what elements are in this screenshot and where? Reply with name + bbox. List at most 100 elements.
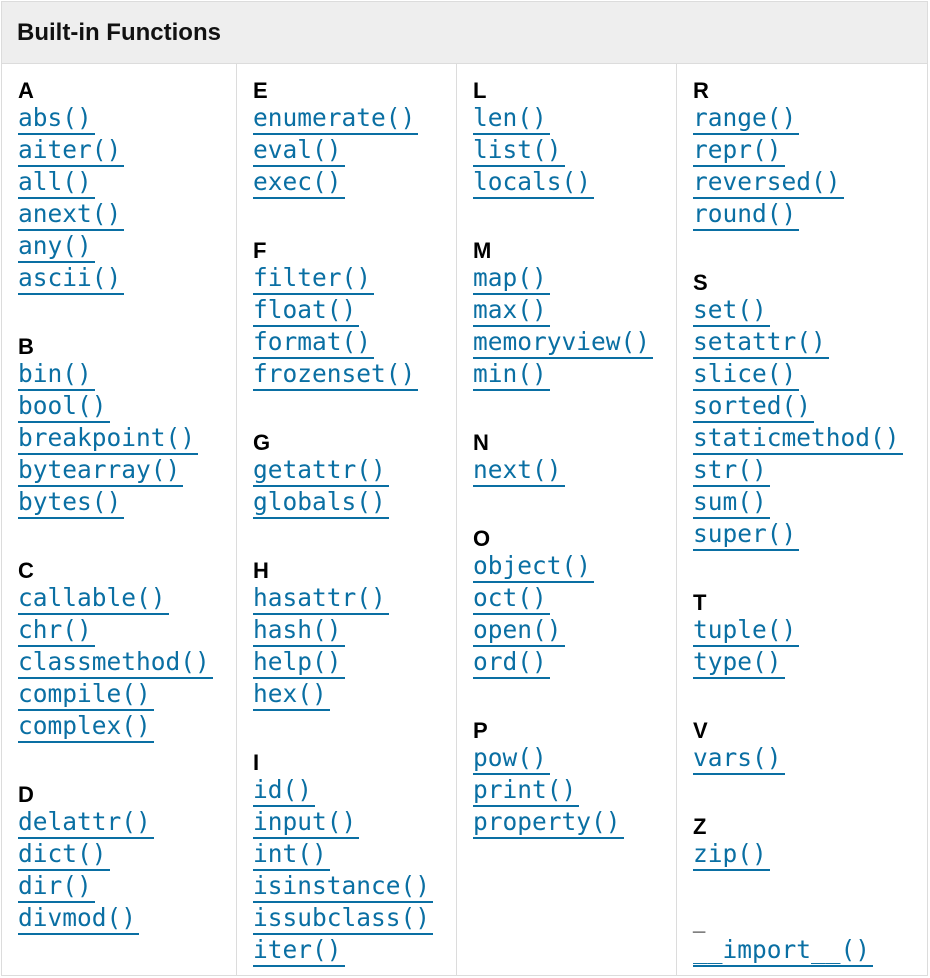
function-link[interactable]: hash()	[253, 616, 345, 647]
function-link[interactable]: issubclass()	[253, 904, 434, 935]
list-item: callable()	[18, 584, 236, 616]
function-link[interactable]: set()	[693, 296, 770, 327]
list-item: all()	[18, 168, 236, 200]
function-link[interactable]: object()	[473, 552, 595, 583]
function-link[interactable]: property()	[473, 808, 624, 839]
list-item: int()	[253, 840, 456, 872]
function-link[interactable]: iter()	[253, 936, 345, 967]
function-link[interactable]: type()	[693, 648, 785, 679]
function-link[interactable]: repr()	[693, 136, 785, 167]
function-link[interactable]: pow()	[473, 744, 550, 775]
function-link[interactable]: delattr()	[18, 808, 154, 839]
function-link[interactable]: locals()	[473, 168, 595, 199]
function-link[interactable]: bool()	[18, 392, 110, 423]
function-link[interactable]: classmethod()	[18, 648, 213, 679]
function-link[interactable]: super()	[693, 520, 800, 551]
function-link[interactable]: all()	[18, 168, 95, 199]
group-letter-heading: V	[693, 718, 708, 743]
function-link[interactable]: map()	[473, 264, 550, 295]
function-link[interactable]: id()	[253, 776, 316, 807]
function-link[interactable]: breakpoint()	[18, 424, 199, 455]
function-link[interactable]: divmod()	[18, 904, 140, 935]
function-link[interactable]: filter()	[253, 264, 375, 295]
function-link[interactable]: anext()	[18, 200, 125, 231]
function-link[interactable]: ascii()	[18, 264, 125, 295]
function-link[interactable]: isinstance()	[253, 872, 434, 903]
function-link[interactable]: list()	[473, 136, 565, 167]
function-link[interactable]: compile()	[18, 680, 154, 711]
function-link[interactable]: next()	[473, 456, 565, 487]
function-link[interactable]: memoryview()	[473, 328, 654, 359]
list-item: id()	[253, 776, 456, 808]
function-link[interactable]: int()	[253, 840, 330, 871]
list-item: abs()	[18, 104, 236, 136]
function-link[interactable]: abs()	[18, 104, 95, 135]
list-item: set()	[693, 296, 927, 328]
function-link[interactable]: setattr()	[693, 328, 829, 359]
list-item: eval()	[253, 136, 456, 168]
function-link[interactable]: globals()	[253, 488, 389, 519]
function-link[interactable]: round()	[693, 200, 800, 231]
function-link[interactable]: vars()	[693, 744, 785, 775]
function-link[interactable]: input()	[253, 808, 360, 839]
function-link[interactable]: complex()	[18, 712, 154, 743]
function-link[interactable]: float()	[253, 296, 360, 327]
function-link[interactable]: print()	[473, 776, 580, 807]
list-item: min()	[473, 360, 676, 392]
function-link[interactable]: dir()	[18, 872, 95, 903]
function-link[interactable]: __import__()	[693, 936, 874, 967]
list-item: reversed()	[693, 168, 927, 200]
list-item: input()	[253, 808, 456, 840]
list-item: memoryview()	[473, 328, 676, 360]
group-letter-heading: A	[18, 78, 34, 103]
function-link[interactable]: sum()	[693, 488, 770, 519]
list-item: classmethod()	[18, 648, 236, 680]
function-link[interactable]: ord()	[473, 648, 550, 679]
function-link[interactable]: eval()	[253, 136, 345, 167]
function-link[interactable]: frozenset()	[253, 360, 419, 391]
group-letter-heading: B	[18, 334, 34, 359]
group-letter-heading: C	[18, 558, 34, 583]
list-item: globals()	[253, 488, 456, 520]
function-link[interactable]: callable()	[18, 584, 169, 615]
list-item: vars()	[693, 744, 927, 776]
function-link[interactable]: chr()	[18, 616, 95, 647]
function-link[interactable]: hasattr()	[253, 584, 389, 615]
function-link[interactable]: slice()	[693, 360, 800, 391]
function-link[interactable]: any()	[18, 232, 95, 263]
function-link[interactable]: reversed()	[693, 168, 844, 199]
function-link[interactable]: exec()	[253, 168, 345, 199]
function-link[interactable]: getattr()	[253, 456, 389, 487]
function-link[interactable]: sorted()	[693, 392, 815, 423]
function-link[interactable]: range()	[693, 104, 800, 135]
list-item: range()	[693, 104, 927, 136]
function-link[interactable]: oct()	[473, 584, 550, 615]
function-link[interactable]: open()	[473, 616, 565, 647]
function-link[interactable]: len()	[473, 104, 550, 135]
list-item: dir()	[18, 872, 236, 904]
function-link[interactable]: help()	[253, 648, 345, 679]
list-item: round()	[693, 200, 927, 232]
function-link[interactable]: format()	[253, 328, 375, 359]
group-letter-heading: T	[693, 590, 707, 615]
function-link[interactable]: staticmethod()	[693, 424, 903, 455]
function-link[interactable]: dict()	[18, 840, 110, 871]
function-link[interactable]: hex()	[253, 680, 330, 711]
function-link[interactable]: min()	[473, 360, 550, 391]
list-item: setattr()	[693, 328, 927, 360]
function-link[interactable]: enumerate()	[253, 104, 419, 135]
function-link[interactable]: bytes()	[18, 488, 125, 519]
function-link[interactable]: max()	[473, 296, 550, 327]
function-link[interactable]: str()	[693, 456, 770, 487]
function-link[interactable]: aiter()	[18, 136, 125, 167]
function-link[interactable]: zip()	[693, 840, 770, 871]
list-item: list()	[473, 136, 676, 168]
function-link[interactable]: bytearray()	[18, 456, 184, 487]
function-link[interactable]: bin()	[18, 360, 95, 391]
function-link[interactable]: tuple()	[693, 616, 800, 647]
